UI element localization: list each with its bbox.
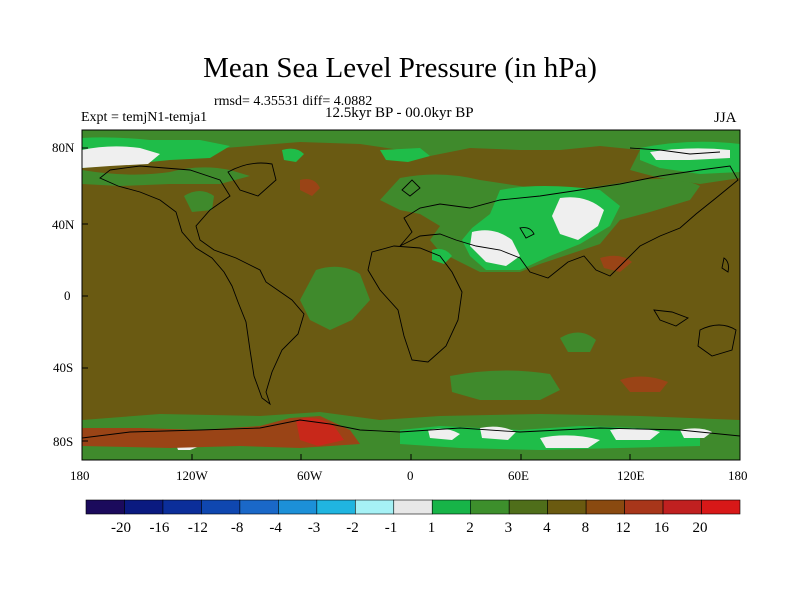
lat-label-0: 0 [64,288,71,303]
colorbar-label-4: -4 [269,520,282,536]
colorbar-label-12: 8 [581,520,590,536]
colorbar-swatch-9 [431,499,472,515]
colorbar-swatch-1 [124,499,164,515]
colorbar-swatch-11 [508,499,548,515]
stats-text: rmsd= 4.35531 diff= 4.0882 [214,94,373,109]
colorbar-swatch-10 [470,499,510,515]
lon-label-60e: 60E [508,468,529,483]
colorbar-label-14: 16 [654,520,670,536]
colorbar-label-7: -1 [384,520,398,536]
colorbar-label-5: -3 [307,520,321,536]
colorbar-label-2: -12 [187,520,208,536]
colorbar-swatch-14 [624,499,664,515]
colorbar-swatch-3 [201,499,241,515]
colorbar-label-10: 3 [504,520,513,536]
colorbar-label-13: 12 [615,520,631,536]
colorbar-swatch-7 [354,499,395,515]
colorbar-label-15: 20 [692,520,708,536]
lon-label-180w: 180 [70,468,90,483]
white-regions [82,146,730,450]
colorbar-swatch-13 [585,499,625,515]
colorbar-swatch-6 [316,499,356,515]
red-regions [82,179,668,448]
lon-label-120e: 120E [617,468,645,483]
colorbar-label-3: -8 [230,520,244,536]
colorbar-swatch-12 [547,499,587,515]
lat-label-80s: 80S [53,434,74,449]
lon-label-60w: 60W [297,468,323,483]
period-label: 12.5kyr BP - 00.0kyr BP [325,105,474,121]
x-axis-ticks [81,454,741,460]
colorbar-swatch-15 [662,499,702,515]
colorbar-swatch-4 [239,499,279,515]
season-label: JJA [714,110,737,126]
lat-label-80n: 80N [52,140,75,155]
colorbar-swatch-8 [393,499,433,515]
colorbar-label-8: 1 [427,520,436,536]
colorbar-label-9: 2 [466,520,474,536]
experiment-label: Expt = temjN1-temja1 [81,110,208,125]
lat-label-40s: 40S [53,360,74,375]
colorbar-swatch-16 [701,499,741,515]
map-field [82,130,740,460]
colorbar [85,499,741,515]
colorbar-label-6: -2 [346,520,359,536]
colorbar-swatch-0 [85,499,125,515]
colorbar-label-0: -20 [110,520,131,536]
y-axis-ticks [82,147,88,442]
lat-label-40n: 40N [52,217,75,232]
colorbar-swatch-5 [278,499,318,515]
lon-label-180e: 180 [728,468,748,483]
coastlines [82,147,740,439]
plot-title: Mean Sea Level Pressure (in hPa) [203,52,597,84]
lon-label-120w: 120W [176,468,208,483]
lon-label-0: 0 [407,468,414,483]
colorbar-swatch-2 [162,499,202,515]
colorbar-label-11: 4 [543,520,551,536]
colorbar-label-1: -16 [149,520,170,536]
